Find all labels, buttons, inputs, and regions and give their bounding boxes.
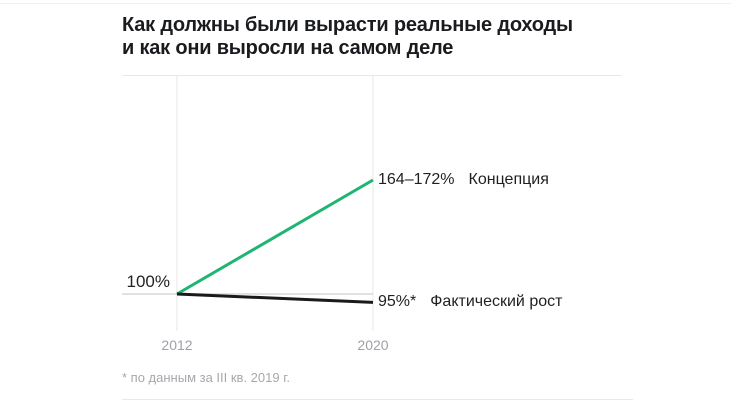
divider-bottom [122, 399, 633, 400]
chart-title-line-1: Как должны были вырасти реальные доходы [122, 14, 573, 36]
frame-top-edge [0, 3, 731, 4]
concept-series-name: Концепция [468, 171, 549, 188]
series-label-concept: 164–172% Концепция [378, 170, 549, 190]
series-label-actual: 95%* Фактический рост [378, 292, 562, 312]
chart-title: Как должны были вырасти реальные доходы и… [122, 14, 642, 60]
chart-title-line-2: и как они выросли на самом деле [122, 37, 454, 59]
x-tick-2012: 2012 [161, 337, 193, 353]
actual-end-value: 95%* [378, 293, 417, 310]
divider-top [122, 75, 622, 76]
x-tick-2020: 2020 [357, 337, 389, 353]
footnote: * по данным за III кв. 2019 г. [122, 370, 290, 385]
actual-series-name: Фактический рост [430, 293, 563, 310]
baseline-value-label: 100% [126, 272, 170, 291]
concept-end-value: 164–172% [378, 171, 455, 188]
